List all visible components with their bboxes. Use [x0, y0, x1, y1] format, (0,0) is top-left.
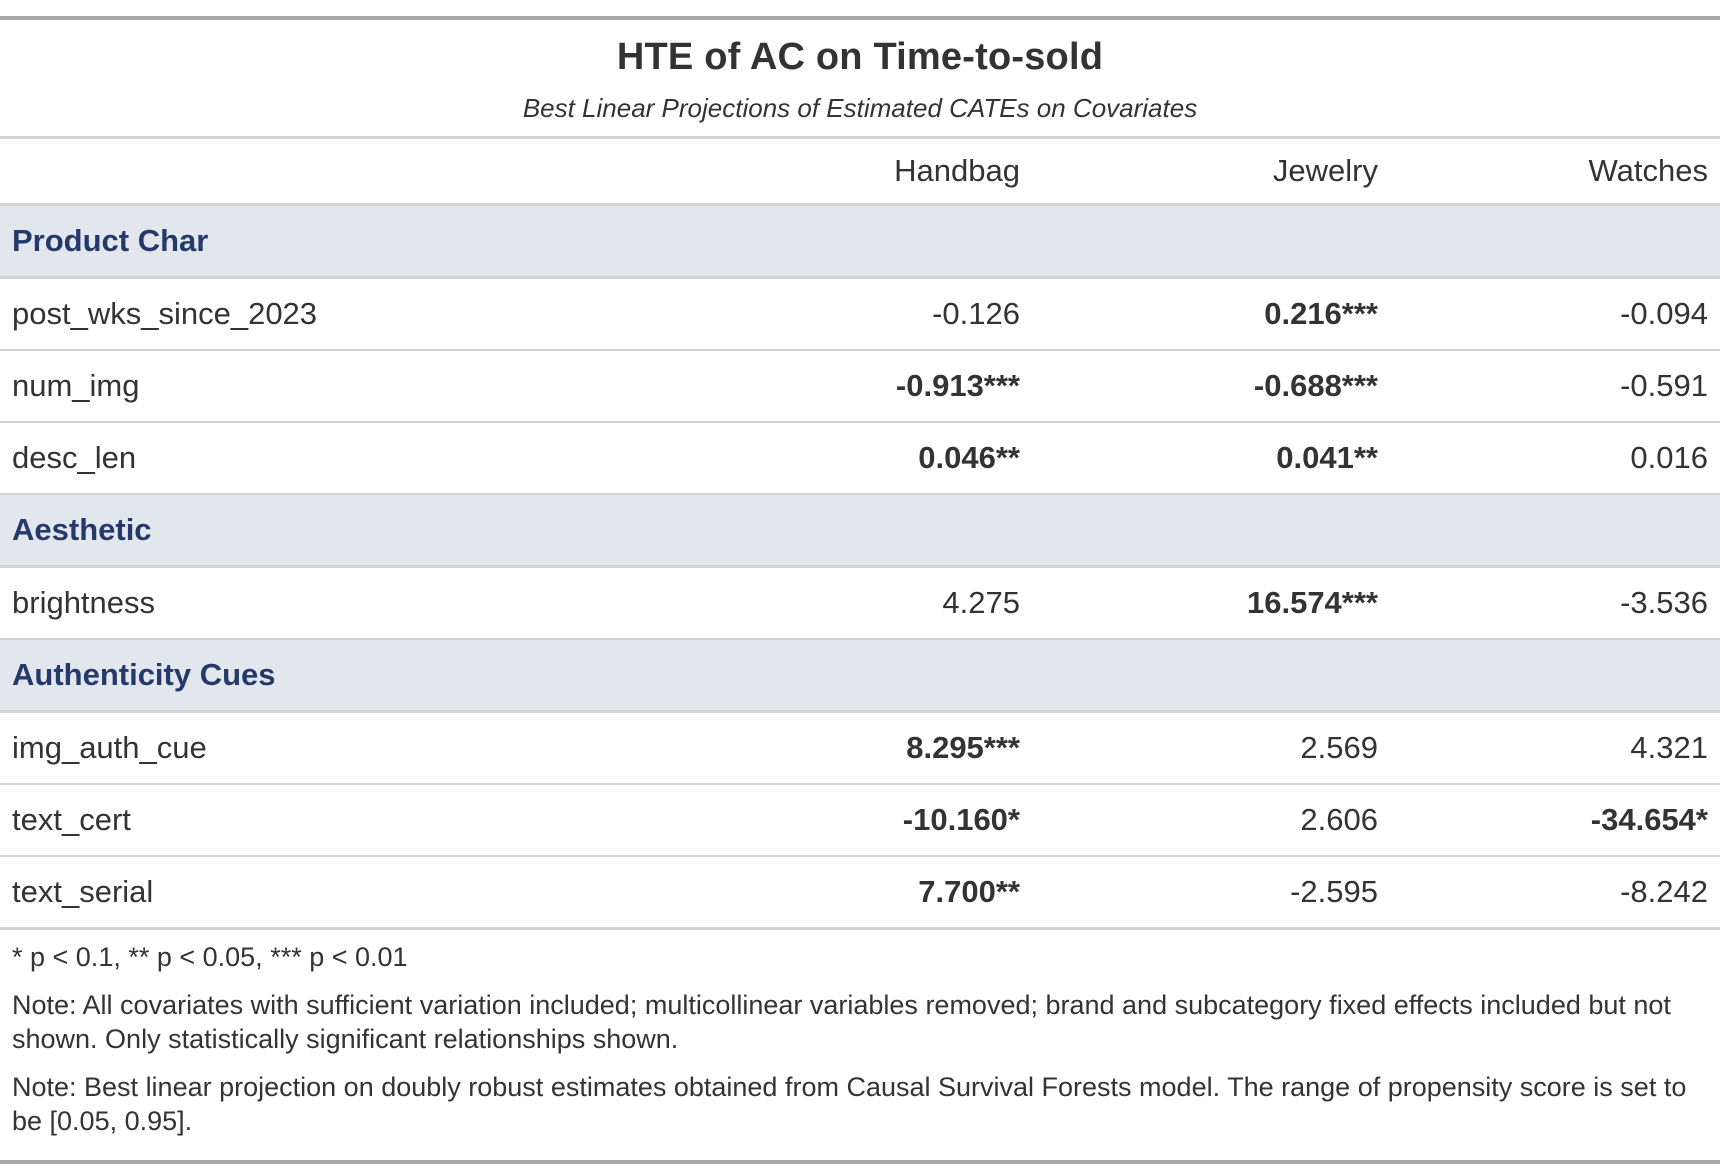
table-title: HTE of AC on Time-to-sold: [616, 36, 1104, 78]
cell-jewelry: 0.041**: [1032, 422, 1390, 495]
column-header-stub: [0, 139, 672, 206]
cell-watches: -0.094: [1390, 277, 1720, 351]
group-label: Product Char: [0, 204, 1720, 279]
top-rule: [0, 16, 1720, 20]
covariates-note: Note: All covariates with sufficient var…: [12, 990, 1671, 1054]
cell-jewelry: 16.574***: [1032, 566, 1390, 640]
group-label: Aesthetic: [0, 494, 1720, 568]
method-note: Note: Best linear projection on doubly r…: [12, 1072, 1687, 1136]
cell-watches: 4.321: [1390, 711, 1720, 785]
cell-watches: -0.591: [1390, 350, 1720, 423]
row-label: img_auth_cue: [0, 711, 672, 785]
column-header-row: Handbag Jewelry Watches: [0, 139, 1720, 206]
bottom-rule: [0, 1160, 1720, 1164]
row-label: post_wks_since_2023: [0, 277, 672, 351]
table-row: text_cert -10.160* 2.606 -34.654*: [0, 784, 1720, 857]
cell-handbag: 8.295***: [672, 711, 1032, 785]
significance-note: * p < 0.1, ** p < 0.05, *** p < 0.01: [12, 942, 408, 972]
cell-jewelry: -2.595: [1032, 856, 1390, 930]
column-header-watches: Watches: [1390, 139, 1720, 206]
results-table-container: HTE of AC on Time-to-sold Best Linear Pr…: [0, 16, 1720, 1164]
cell-handbag: -0.913***: [672, 350, 1032, 423]
cell-handbag: 4.275: [672, 566, 1032, 640]
row-label: text_serial: [0, 856, 672, 930]
header-rule: [0, 136, 1720, 139]
table-row: brightness 4.275 16.574*** -3.536: [0, 566, 1720, 640]
cell-jewelry: 0.216***: [1032, 277, 1390, 351]
table-row: post_wks_since_2023 -0.126 0.216*** -0.0…: [0, 277, 1720, 351]
group-row-authenticity-cues: Authenticity Cues: [0, 639, 1720, 713]
column-header-handbag: Handbag: [672, 139, 1032, 206]
cell-handbag: 0.046**: [672, 422, 1032, 495]
table-subtitle: Best Linear Projections of Estimated CAT…: [522, 93, 1198, 123]
table-row: text_serial 7.700** -2.595 -8.242: [0, 856, 1720, 930]
footnotes: * p < 0.1, ** p < 0.05, *** p < 0.01 Not…: [0, 930, 1720, 1158]
cell-watches: -34.654*: [1390, 784, 1720, 857]
table-row: num_img -0.913*** -0.688*** -0.591: [0, 350, 1720, 423]
cell-jewelry: 2.606: [1032, 784, 1390, 857]
row-label: text_cert: [0, 784, 672, 857]
group-row-aesthetic: Aesthetic: [0, 494, 1720, 568]
cell-watches: -3.536: [1390, 566, 1720, 640]
group-row-product-char: Product Char: [0, 204, 1720, 279]
table-row: img_auth_cue 8.295*** 2.569 4.321: [0, 711, 1720, 785]
cell-watches: -8.242: [1390, 856, 1720, 930]
cell-handbag: -10.160*: [672, 784, 1032, 857]
group-label: Authenticity Cues: [0, 639, 1720, 713]
results-table: Handbag Jewelry Watches Product Char pos…: [0, 139, 1720, 930]
cell-handbag: 7.700**: [672, 856, 1032, 930]
cell-jewelry: -0.688***: [1032, 350, 1390, 423]
row-label: num_img: [0, 350, 672, 423]
row-label: brightness: [0, 566, 672, 640]
table-row: desc_len 0.046** 0.041** 0.016: [0, 422, 1720, 495]
cell-jewelry: 2.569: [1032, 711, 1390, 785]
cell-watches: 0.016: [1390, 422, 1720, 495]
column-header-jewelry: Jewelry: [1032, 139, 1390, 206]
cell-handbag: -0.126: [672, 277, 1032, 351]
row-label: desc_len: [0, 422, 672, 495]
